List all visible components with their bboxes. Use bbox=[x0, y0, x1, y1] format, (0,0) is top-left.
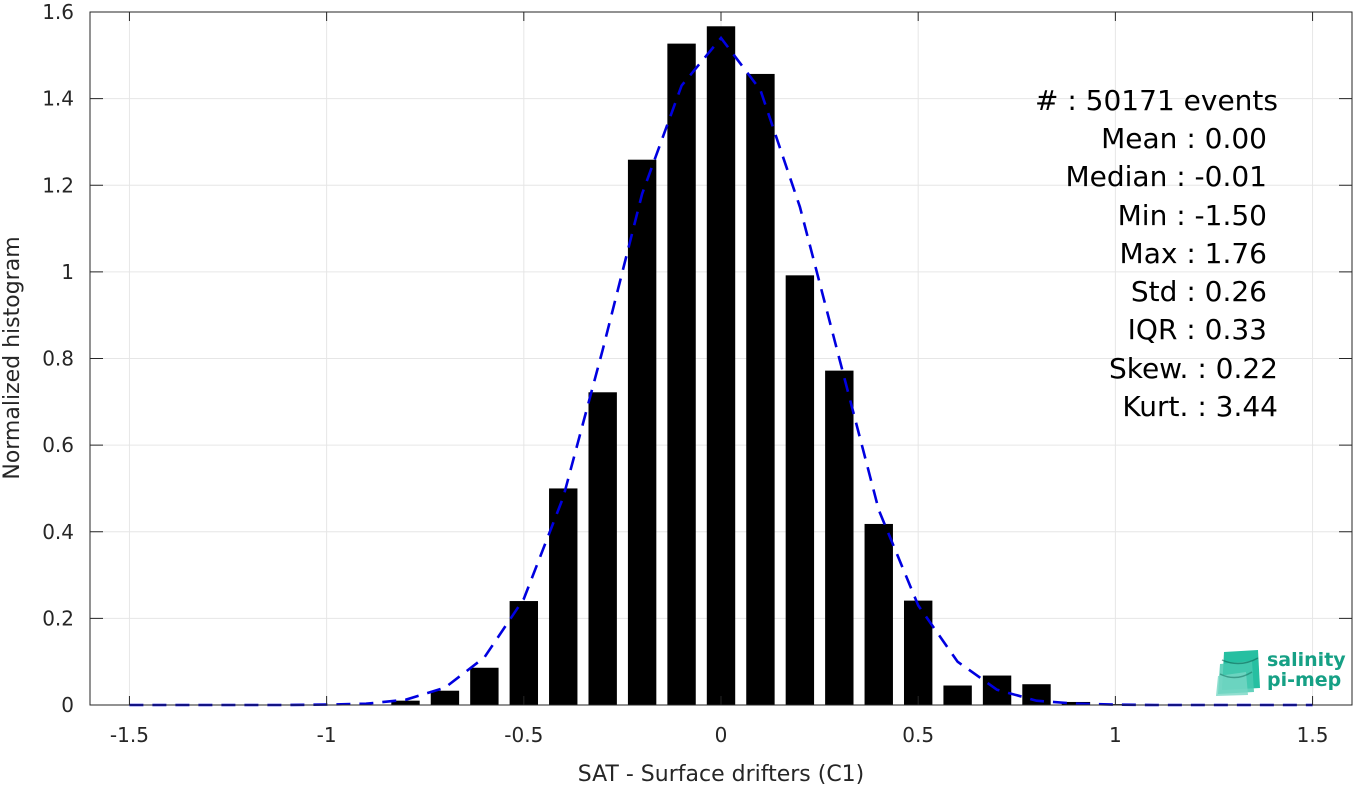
histogram-bar bbox=[588, 392, 617, 705]
logo-text-salinity: salinity bbox=[1267, 649, 1346, 671]
axis-tick-labels: -1.5 -1 -0.5 0 0.5 1 1.5 0 0.2 0.4 0.6 0.8 1 1.2 1.4 1.… bbox=[42, 0, 1328, 747]
salinity-pi-mep-logo: salinity pi-mep bbox=[1216, 649, 1346, 696]
histogram-bar bbox=[391, 700, 420, 705]
stat-mean: Mean : 0.00 bbox=[1101, 122, 1267, 155]
histogram-bar bbox=[509, 601, 539, 705]
x-tick-label: 1.5 bbox=[1297, 723, 1329, 747]
histogram-bar bbox=[627, 159, 657, 705]
x-tick-label: 0.5 bbox=[902, 723, 934, 747]
histogram-bar bbox=[746, 73, 775, 705]
histogram-bar bbox=[1022, 684, 1051, 705]
y-tick-label: 1 bbox=[61, 260, 74, 284]
x-tick-label: 1 bbox=[1109, 723, 1122, 747]
histogram-bar bbox=[864, 523, 893, 705]
histogram-bar bbox=[430, 690, 460, 705]
stat-std: Std : 0.26 bbox=[1131, 275, 1267, 308]
histogram-bar bbox=[549, 488, 578, 705]
y-tick-label: 0 bbox=[61, 693, 74, 717]
y-tick-label: 1.2 bbox=[42, 173, 74, 197]
y-tick-label: 0.8 bbox=[42, 347, 74, 371]
histogram-bar bbox=[825, 370, 854, 705]
histogram-bar bbox=[706, 26, 736, 705]
stat-max: Max : 1.76 bbox=[1120, 237, 1267, 270]
histogram-bar bbox=[943, 685, 972, 705]
y-tick-label: 1.6 bbox=[42, 0, 74, 24]
x-tick-label: -0.5 bbox=[504, 723, 543, 747]
y-axis-label: Normalized histogram bbox=[0, 236, 25, 479]
stat-iqr: IQR : 0.33 bbox=[1128, 313, 1267, 346]
x-tick-label: 0 bbox=[715, 723, 728, 747]
statistics-box: # : 50171 events Mean : 0.00 Median : -0… bbox=[1035, 84, 1278, 423]
logo-text-pi-mep: pi-mep bbox=[1267, 669, 1341, 691]
stat-events: # : 50171 events bbox=[1035, 84, 1278, 117]
x-tick-label: -1 bbox=[317, 723, 337, 747]
x-axis-label: SAT - Surface drifters (C1) bbox=[578, 762, 865, 785]
logo-mark-icon bbox=[1216, 650, 1260, 696]
y-tick-label: 0.6 bbox=[42, 433, 74, 457]
histogram-bar bbox=[903, 600, 933, 705]
histogram-bars bbox=[351, 26, 1170, 706]
stat-min: Min : -1.50 bbox=[1118, 199, 1267, 232]
y-tick-label: 1.4 bbox=[42, 87, 74, 111]
histogram-bar bbox=[785, 275, 815, 705]
stat-kurt: Kurt. : 3.44 bbox=[1122, 390, 1278, 423]
histogram-bar bbox=[470, 667, 499, 705]
axis-ticks bbox=[90, 11, 1352, 706]
x-tick-label: -1.5 bbox=[110, 723, 149, 747]
stat-skew: Skew. : 0.22 bbox=[1109, 352, 1278, 385]
y-tick-label: 0.2 bbox=[42, 606, 74, 630]
histogram-bar bbox=[667, 43, 696, 706]
stat-median: Median : -0.01 bbox=[1065, 160, 1267, 193]
y-tick-label: 0.4 bbox=[42, 520, 74, 544]
